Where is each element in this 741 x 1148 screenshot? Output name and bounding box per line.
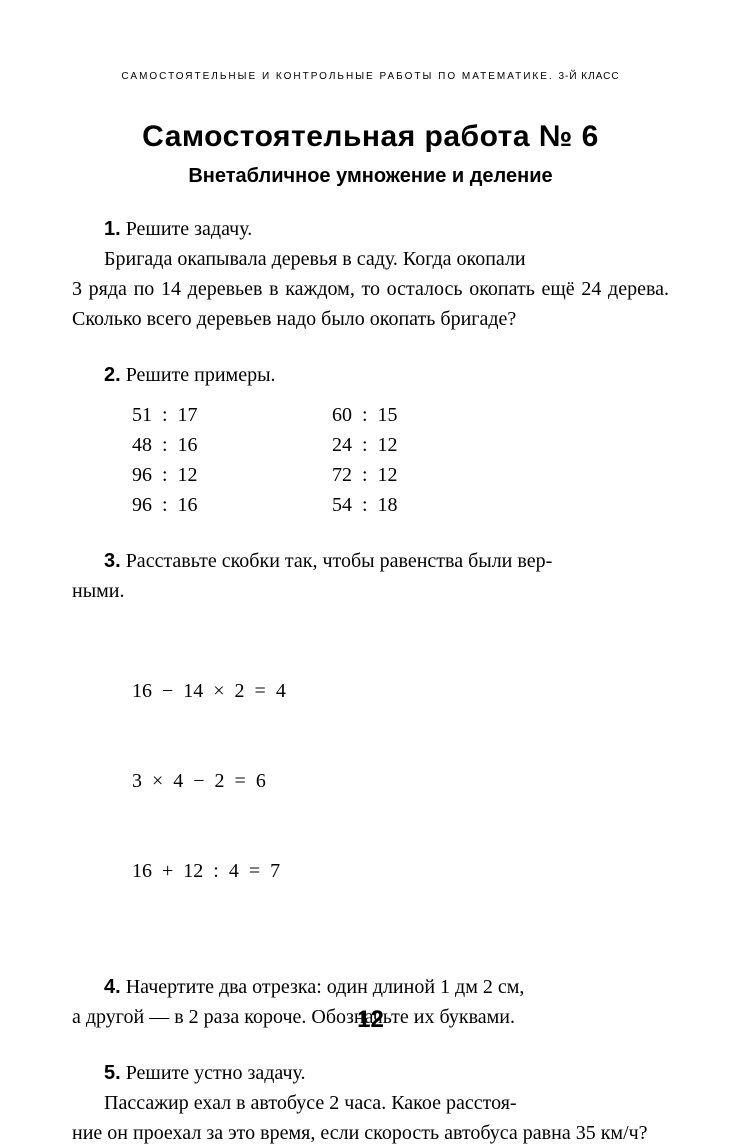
task-3-prompt-text-1: Расставьте скобки так, чтобы равенства б…	[121, 550, 553, 572]
task-1-prompt: 1. Решите задачу.	[72, 214, 669, 244]
task-5-prompt: 5. Решите устно задачу.	[72, 1058, 669, 1088]
task-5-body-rest: ние он проехал за это время, если скорос…	[72, 1118, 669, 1148]
examples-row: 96 : 16 54 : 18	[132, 490, 669, 520]
equation-row: 16 + 12 : 4 = 7	[132, 856, 669, 886]
task-number: 2.	[104, 364, 121, 386]
examples-row: 51 : 17 60 : 15	[132, 400, 669, 430]
task-number: 1.	[104, 218, 121, 240]
task-2-examples: 51 : 17 60 : 15 48 : 16 24 : 12 96 : 12 …	[132, 400, 669, 520]
running-header: САМОСТОЯТЕЛЬНЫЕ И КОНТРОЛЬНЫЕ РАБОТЫ ПО …	[72, 72, 669, 82]
task-4-line1: 4. Начертите два отрезка: один длиной 1 …	[72, 972, 669, 1002]
examples-row: 48 : 16 24 : 12	[132, 430, 669, 460]
task-2: 2. Решите примеры. 51 : 17 60 : 15 48 : …	[72, 360, 669, 520]
task-5-body-line1: Пассажир ехал в автобусе 2 часа. Какое р…	[72, 1088, 669, 1118]
page-subtitle: Внетабличное умножение и деление	[72, 166, 669, 186]
task-3-prompt-line1: 3. Расставьте скобки так, чтобы равенств…	[72, 546, 669, 576]
task-number: 3.	[104, 550, 121, 572]
task-2-prompt: 2. Решите примеры.	[72, 360, 669, 390]
running-header-text: САМОСТОЯТЕЛЬНЫЕ И КОНТРОЛЬНЫЕ РАБОТЫ ПО …	[121, 71, 553, 82]
document-page: САМОСТОЯТЕЛЬНЫЕ И КОНТРОЛЬНЫЕ РАБОТЫ ПО …	[0, 0, 741, 1080]
task-number: 4.	[104, 976, 121, 998]
equation-row: 3 × 4 − 2 = 6	[132, 766, 669, 796]
page-number: 12	[0, 1008, 741, 1032]
task-3: 3. Расставьте скобки так, чтобы равенств…	[72, 546, 669, 946]
example-cell: 72 : 12	[332, 460, 532, 490]
task-1-body-line1: Бригада окапывала деревья в саду. Когда …	[72, 244, 669, 274]
task-5-prompt-text: Решите устно задачу.	[121, 1062, 306, 1084]
running-header-grade: 3-Й КЛАСС	[558, 71, 619, 82]
example-cell: 24 : 12	[332, 430, 532, 460]
example-cell: 96 : 12	[132, 460, 332, 490]
task-1-prompt-text: Решите задачу.	[121, 218, 253, 240]
task-number: 5.	[104, 1062, 121, 1084]
task-1-body-rest: 3 ряда по 14 деревьев в каждом, то остал…	[72, 274, 669, 334]
task-5: 5. Решите устно задачу. Пассажир ехал в …	[72, 1058, 669, 1148]
task-1: 1. Решите задачу. Бригада окапывала дере…	[72, 214, 669, 334]
example-cell: 60 : 15	[332, 400, 532, 430]
page-title: Самостоятельная работа № 6	[72, 122, 669, 152]
example-cell: 54 : 18	[332, 490, 532, 520]
example-cell: 51 : 17	[132, 400, 332, 430]
examples-row: 96 : 12 72 : 12	[132, 460, 669, 490]
task-3-equations: 16 − 14 × 2 = 4 3 × 4 − 2 = 6 16 + 12 : …	[132, 616, 669, 946]
example-cell: 48 : 16	[132, 430, 332, 460]
task-4-text-1: Начертите два отрезка: один длиной 1 дм …	[121, 976, 525, 998]
task-2-prompt-text: Решите примеры.	[121, 364, 276, 386]
equation-row: 16 − 14 × 2 = 4	[132, 676, 669, 706]
example-cell: 96 : 16	[132, 490, 332, 520]
task-3-prompt-line2: ными.	[72, 576, 669, 606]
